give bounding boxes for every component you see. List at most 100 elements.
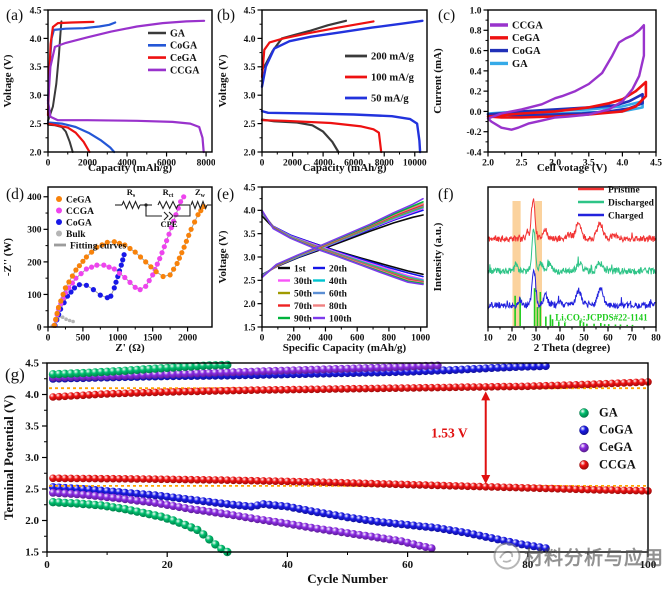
svg-text:2.0: 2.0	[482, 159, 494, 169]
svg-text:60: 60	[603, 334, 613, 344]
panel-e-legend: 1st 20th 30th 40th 50th 60th 70th 80th 90th 100th	[278, 264, 352, 324]
panel-f-annotation: Li₂CO₃:JCPDS#22-1141	[555, 313, 648, 323]
watermark: 材料分析与应用	[492, 541, 662, 571]
svg-text:100: 100	[640, 559, 657, 571]
svg-text:CoGA: CoGA	[66, 218, 92, 228]
svg-text:Voltage (V): Voltage (V)	[2, 54, 14, 107]
svg-text:400: 400	[27, 193, 42, 203]
svg-text:20th: 20th	[329, 264, 348, 274]
svg-text:GA: GA	[599, 405, 618, 419]
svg-text:Specific Capacity (mAh/g): Specific Capacity (mAh/g)	[283, 342, 407, 354]
svg-text:20: 20	[507, 334, 517, 344]
svg-text:CeGA: CeGA	[66, 195, 91, 205]
svg-text:4.0: 4.0	[244, 207, 256, 217]
svg-text:(b): (b)	[217, 7, 235, 24]
svg-text:0.2: 0.2	[470, 88, 482, 98]
svg-text:3.5: 3.5	[244, 230, 256, 240]
svg-text:CeGA: CeGA	[170, 53, 197, 64]
svg-text:CCGA: CCGA	[512, 20, 543, 31]
svg-text:Rs: Rs	[127, 187, 136, 199]
watermark-text: 材料分析与应用	[524, 546, 662, 569]
svg-text:100 mA/g: 100 mA/g	[371, 72, 415, 83]
svg-text:3.5: 3.5	[30, 63, 42, 73]
svg-text:50th: 50th	[294, 289, 313, 299]
svg-text:(d): (d)	[6, 186, 24, 203]
panel-a-series-CeGA-charge	[46, 20, 95, 117]
svg-text:8000: 8000	[197, 159, 215, 169]
svg-text:2.0: 2.0	[244, 300, 256, 310]
svg-text:Discharged: Discharged	[608, 198, 655, 208]
svg-text:2 Theta (degree): 2 Theta (degree)	[534, 342, 611, 354]
panel-c-series-CeGA-cv-loop	[486, 80, 648, 119]
svg-text:CPE: CPE	[161, 219, 178, 229]
svg-text:CeGA: CeGA	[512, 33, 540, 44]
svg-text:60: 60	[402, 559, 414, 571]
svg-text:100th: 100th	[329, 314, 352, 324]
panel-a-series-GA-charge	[47, 20, 63, 122]
svg-text:100: 100	[27, 291, 42, 301]
svg-text:200 mA/g: 200 mA/g	[371, 51, 415, 62]
panel-f-legend: Pristine Discharged Charged	[578, 185, 655, 221]
svg-text:2.5: 2.5	[244, 277, 256, 287]
panel-b-series-100mAg-discharge	[260, 119, 383, 154]
svg-text:Capacity (mAh/g): Capacity (mAh/g)	[302, 162, 386, 174]
svg-text:(f): (f)	[438, 186, 454, 203]
svg-text:2.5: 2.5	[25, 483, 39, 495]
svg-text:0.4: 0.4	[470, 67, 482, 77]
svg-text:GA: GA	[512, 59, 528, 70]
panel-b-series-100mAg-charge	[260, 20, 375, 79]
svg-text:40: 40	[555, 334, 565, 344]
svg-text:1.0: 1.0	[470, 6, 482, 16]
svg-text:Z' (Ω): Z' (Ω)	[115, 342, 145, 354]
panel-d-equivalent-circuit-inset: Rs Rct Zw CPE	[115, 187, 212, 229]
svg-text:200: 200	[27, 258, 42, 268]
panel-a-series-CCGA-discharge	[46, 99, 205, 154]
panel-b-rate-capacity-chart: 0 2000 4000 6000 8000 10000 2.0 2.5 3.0 3.5 4.0 4.5…	[217, 6, 428, 174]
panel-g-legend: GA CoGA CeGA CCGA	[579, 405, 636, 471]
svg-text:4.0: 4.0	[25, 389, 39, 401]
panel-c-axes: 2.0 2.5 3.0 3.5 4.0 4.5 -0.4 -0.2 0.0 0.2 0.4 0.6 0.…	[432, 6, 662, 174]
svg-text:4.0: 4.0	[244, 35, 256, 45]
svg-text:Bulk: Bulk	[66, 230, 86, 240]
svg-text:(e): (e)	[217, 186, 234, 203]
panel-g-axes: 0 20 40 60 80 100 1.5 2.0 2.5 3.0 3.5 4.0 4.5 Cycle N…	[1, 357, 657, 586]
svg-text:2.5: 2.5	[30, 120, 42, 130]
svg-text:2.5: 2.5	[516, 159, 528, 169]
svg-text:4000: 4000	[314, 159, 333, 169]
panel-b-axes: 0 2000 4000 6000 8000 10000 2.0 2.5 3.0 3.5 4.0 4.5…	[217, 6, 428, 174]
panel-d-axes: 0 500 1000 1500 2000 0 100 200 300 400 Z' (Ω) -Z'' …	[2, 186, 213, 354]
svg-text:800: 800	[382, 334, 397, 344]
panel-a-axes: 0 2000 4000 6000 8000 2.0 2.5 3.0 3.5 4.0 4.5 Capac…	[2, 6, 215, 174]
svg-text:Voltage (V): Voltage (V)	[217, 54, 229, 107]
svg-text:(c): (c)	[438, 7, 455, 24]
panel-b-series-50mAg-discharge	[260, 109, 422, 154]
svg-text:0: 0	[37, 323, 42, 333]
svg-text:1.5: 1.5	[244, 323, 256, 333]
panel-g-series-CCGA-charge	[49, 378, 652, 401]
svg-text:0: 0	[260, 334, 265, 344]
panel-b-series-50mAg-charge	[260, 19, 424, 88]
svg-text:2000: 2000	[283, 159, 302, 169]
svg-text:-0.2: -0.2	[466, 128, 481, 138]
svg-text:500: 500	[76, 334, 91, 344]
svg-text:CoGA: CoGA	[512, 46, 541, 57]
svg-text:3.5: 3.5	[583, 159, 595, 169]
svg-text:30: 30	[531, 334, 541, 344]
watermark-logo-icon	[493, 542, 521, 570]
svg-text:Fitting curves: Fitting curves	[70, 241, 127, 251]
svg-text:3.5: 3.5	[25, 420, 39, 432]
svg-text:0.0: 0.0	[470, 108, 482, 118]
svg-text:(g): (g)	[5, 365, 25, 384]
panel-c-legend: CCGA CeGA CoGA GA	[490, 20, 543, 70]
panel-d-series-CeGA-nyquist	[51, 203, 207, 328]
svg-text:6000: 6000	[344, 159, 363, 169]
svg-text:1000: 1000	[108, 334, 127, 344]
svg-text:60th: 60th	[329, 289, 348, 299]
svg-text:Cell votage (V): Cell votage (V)	[537, 162, 608, 174]
svg-text:3.0: 3.0	[244, 253, 256, 263]
svg-text:2.0: 2.0	[244, 148, 256, 158]
svg-text:0: 0	[46, 159, 51, 169]
panel-f-series-Pristine-xrd	[487, 198, 656, 244]
